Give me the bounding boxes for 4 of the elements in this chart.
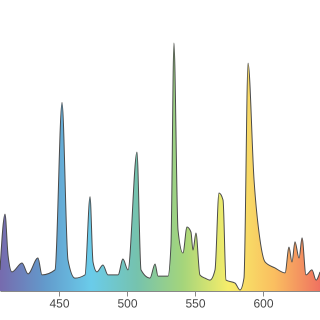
x-tick-label: 450 — [50, 296, 70, 310]
x-tick-label: 600 — [254, 296, 274, 310]
x-tick-label: 500 — [118, 296, 138, 310]
x-tick-label: 550 — [186, 296, 206, 310]
